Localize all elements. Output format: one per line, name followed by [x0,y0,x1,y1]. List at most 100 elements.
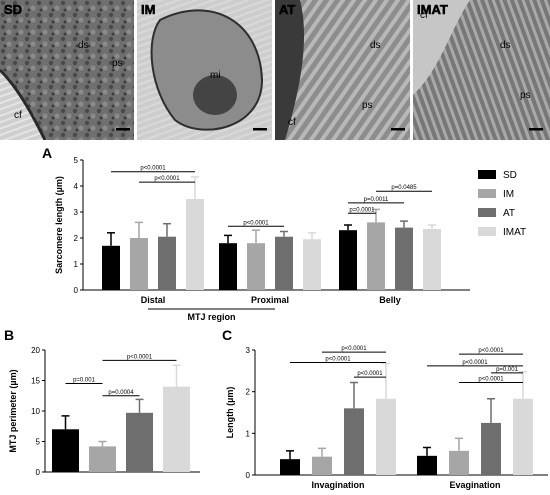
y-tick-label: 1 [246,429,251,438]
micrograph-panel-at [275,0,410,140]
significance-label: p=0.001 [73,378,96,384]
bar [52,429,79,472]
bar [186,199,204,290]
y-tick-label: 3 [246,346,251,355]
significance-label: p<0.0001 [140,166,166,172]
bar [344,408,364,475]
significance-label: p=0.0004 [108,390,134,396]
x-category-label: Distal [141,295,166,305]
bar [303,239,321,290]
micrograph-label-sd: SD [4,2,22,17]
x-category-label: Belly [379,295,401,305]
bar [339,230,357,290]
significance-label: p<0.0001 [127,354,153,360]
x-category-label: Evagination [449,480,500,490]
significance-label: p<0.0001 [357,371,383,377]
y-tick-label: 20 [31,346,40,355]
legend-label: IMAT [503,227,526,238]
scale-bar [253,128,267,131]
bar [395,227,413,290]
micrograph-annotation: ps [362,100,373,111]
micrograph-annotation: ds [500,40,511,51]
x-category-label: Proximal [251,295,289,305]
bar [312,456,332,475]
bar [376,398,396,475]
y-tick-label: 3 [74,208,79,217]
bar [513,398,533,475]
micrograph-annotation: ds [370,40,381,51]
bar [102,245,120,290]
micrograph-annotation: cf [14,110,22,121]
significance-label: p<0.0001 [462,360,488,366]
legend-swatch [478,170,496,179]
significance-label: p=0.0001 [349,207,375,213]
significance-label: p=0.001 [496,367,519,373]
significance-label: p<0.0001 [243,220,269,226]
micrograph-label-im: IM [141,2,155,17]
y-tick-label: 5 [74,156,79,165]
significance-label: p<0.0001 [154,176,180,182]
legend-label: IM [503,189,514,200]
scale-bar [116,128,130,131]
legend-swatch [478,189,496,198]
significance-label: p<0.0001 [478,348,504,354]
micrograph-panel-im [137,0,272,140]
bar [219,243,237,290]
bar [130,238,148,290]
y-axis-label: Length (µm) [225,387,235,439]
bar [481,422,501,475]
chart-panel-a: 0 1 2 3 4 5 Sarcomere length (µm) Ap<0.0001 p<0.… [42,145,526,322]
micrograph-panel-sd [0,0,134,140]
micrograph-label-at: AT [279,2,295,17]
scale-bar [391,128,405,131]
legend-label: SD [503,170,517,181]
bar [417,455,437,475]
y-tick-label: 0 [246,471,251,480]
y-tick-label: 10 [31,407,40,416]
y-axis-label: Sarcomere length (µm) [54,176,64,274]
legend-swatch [478,227,496,236]
y-tick-label: 5 [36,438,41,447]
y-tick-label: 2 [246,388,251,397]
chart-panel-c: 0 1 2 3 Length (µm) Cp<0.0001 p<0.0001 p<0.0001… [222,327,548,490]
category-group-label: MTJ region [187,312,235,322]
scale-bar [529,128,543,131]
micrograph-annotation: ps [520,90,531,101]
significance-label: p<0.0001 [478,377,504,383]
y-tick-label: 0 [74,286,79,295]
bar [89,446,116,472]
bar [163,386,190,472]
bar [449,450,469,475]
significance-label: p<0.0001 [325,357,351,363]
micrograph-label-imat: IMAT [417,2,448,17]
micrograph-annotation: ps [112,58,123,69]
micrograph-annotation: ds [78,40,89,51]
micrograph-annotation: cf [420,10,428,21]
micrograph-annotation: mi [210,70,221,81]
y-axis-label: MTJ perimeter (µm) [8,369,18,452]
legend-label: AT [503,208,515,219]
y-tick-label: 2 [74,234,79,243]
bar [247,243,265,290]
x-category-label: Invagination [311,480,364,490]
legend-swatch [478,208,496,217]
bar [158,236,176,290]
y-tick-label: 15 [31,377,40,386]
bar [423,228,441,290]
y-tick-label: 1 [74,260,79,269]
micrograph-annotation: cf [288,117,296,128]
bar [367,222,385,290]
panel-letter: A [42,145,52,161]
bar [275,236,293,290]
significance-label: p<0.0001 [341,346,367,352]
significance-label: p=0.0485 [391,185,417,191]
bar [126,412,153,472]
bar [280,459,300,475]
panel-letter: B [4,327,14,343]
chart-panel-b: 0 5 10 15 20 MTJ perimeter (µm) Bp<0.0001 p=0.0… [4,327,200,477]
micrograph-panel-imat [413,0,550,140]
significance-label: p=0.0011 [364,197,389,203]
y-tick-label: 0 [36,468,41,477]
y-tick-label: 4 [74,182,79,191]
